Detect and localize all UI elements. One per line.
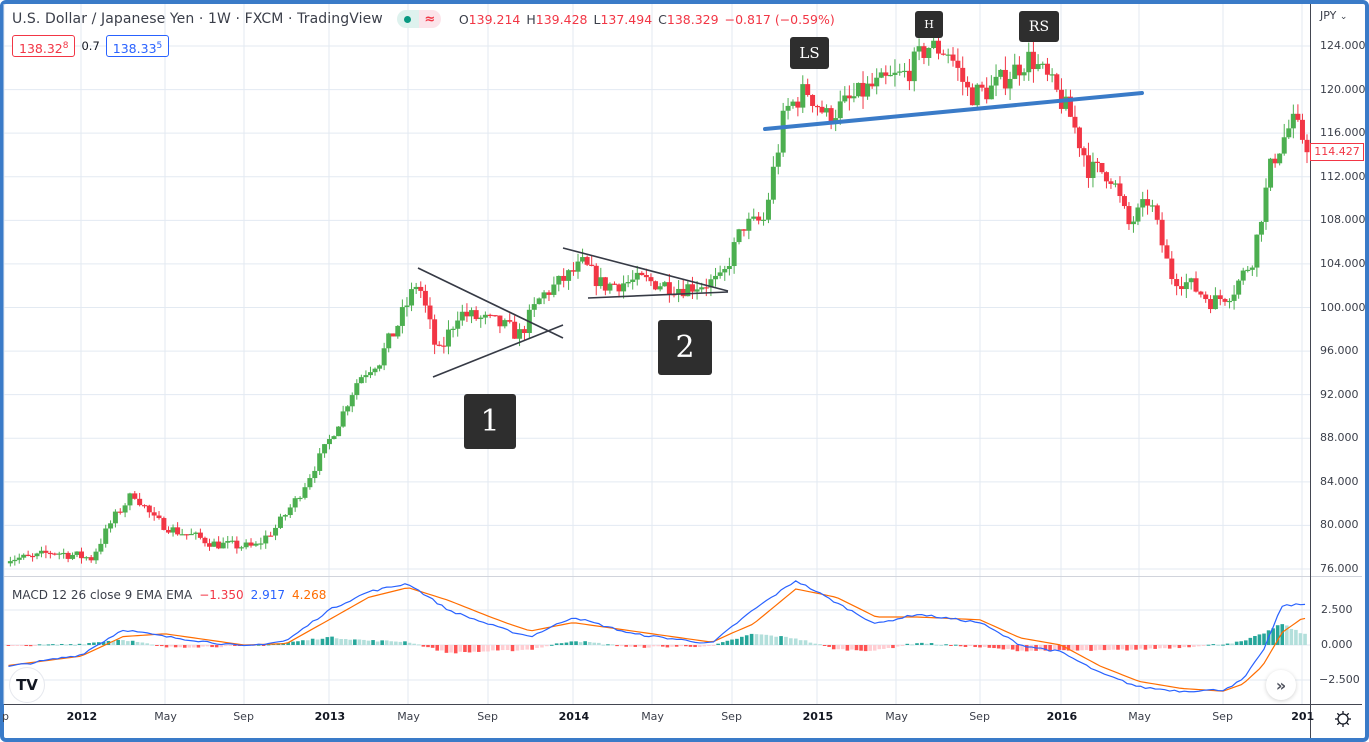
price-tick: 112.000 <box>1320 169 1366 183</box>
right-shoulder-label[interactable]: RS <box>1019 11 1059 42</box>
macd-histogram-value: −1.350 <box>199 588 244 602</box>
time-tick: 2016 <box>1046 710 1078 723</box>
macd-signal-line <box>8 587 1306 692</box>
price-tick: 120.000 <box>1320 82 1366 96</box>
double-chevron-right-icon: » <box>1275 675 1287 695</box>
price-tick: 76.000 <box>1320 562 1359 575</box>
pattern-trendlines <box>417 247 729 378</box>
macd-line <box>8 580 1306 693</box>
time-tick: 201 <box>1291 710 1315 723</box>
time-tick: Sep <box>969 710 990 723</box>
sell-price: 138.32 <box>19 41 63 57</box>
price-tick: 80.000 <box>1320 518 1359 532</box>
time-tick: May <box>397 710 420 723</box>
time-tick: May <box>1128 710 1151 723</box>
time-tick: May <box>885 710 908 723</box>
open-label: O <box>458 11 469 27</box>
time-tick: May <box>641 710 664 723</box>
left-shoulder-label[interactable]: LS <box>790 37 829 69</box>
tradingview-logo-icon[interactable]: TV <box>10 668 44 702</box>
gear-icon <box>1335 711 1351 727</box>
symbol-legend: U.S. Dollar / Japanese Yen · 1W · FXCM ·… <box>12 10 835 28</box>
low-label: L <box>593 11 601 27</box>
price-tick: 96.000 <box>1320 344 1359 358</box>
macd-tick: 0.000 <box>1321 638 1353 651</box>
close-label: C <box>658 11 667 27</box>
market-status-pill[interactable]: ≈ <box>396 10 441 28</box>
macd-signal-value: 4.268 <box>292 588 327 602</box>
currency-label: JPY <box>1320 9 1337 22</box>
buy-price-pip: 5 <box>156 41 163 51</box>
price-tick: 104.000 <box>1320 256 1366 270</box>
macd-tick: 2.500 <box>1321 603 1353 616</box>
change-value: −0.817 (−0.59%) <box>724 11 835 27</box>
trade-buttons: 138.328 0.7 138.335 <box>12 35 170 57</box>
spread-value: 0.7 <box>81 39 100 53</box>
last-price-label: 114.427 <box>1310 143 1364 161</box>
time-tick: 2013 <box>314 710 346 723</box>
scroll-to-realtime-button[interactable]: » <box>1266 670 1296 700</box>
market-open-dot-icon <box>396 10 419 28</box>
close-value: 138.329 <box>666 11 719 27</box>
pattern-2-label[interactable]: 2 <box>658 320 712 375</box>
time-tick: May <box>154 710 177 723</box>
candles <box>7 29 1310 567</box>
price-tick: 116.000 <box>1320 126 1366 140</box>
macd-indicator-title[interactable]: MACD 12 26 close 9 EMA EMA <box>12 588 193 602</box>
symbol-title[interactable]: U.S. Dollar / Japanese Yen · 1W · FXCM ·… <box>12 11 383 27</box>
approx-wave-icon: ≈ <box>418 10 441 28</box>
time-tick: Sep <box>477 710 498 723</box>
time-tick: Sep <box>1212 710 1233 723</box>
time-tick: 2014 <box>558 710 590 723</box>
settings-button[interactable] <box>1332 708 1354 730</box>
price-tick: 92.000 <box>1320 387 1359 401</box>
logo-text: TV <box>16 676 38 694</box>
price-tick: 100.000 <box>1320 300 1366 314</box>
time-tick: Sep <box>233 710 254 723</box>
time-tick: p <box>2 710 9 723</box>
sell-price-pip: 8 <box>62 41 69 51</box>
price-tick: 124.000 <box>1320 39 1366 52</box>
time-tick: 2012 <box>66 710 98 723</box>
ohlc-values: O139.214 H139.428 L137.494 C138.329 −0.8… <box>459 12 835 27</box>
pattern-1-label[interactable]: 1 <box>464 394 516 449</box>
low-value: 137.494 <box>600 11 653 27</box>
price-tick: 108.000 <box>1320 213 1366 227</box>
macd-line-value: 2.917 <box>250 588 286 602</box>
sell-button[interactable]: 138.328 <box>12 35 76 57</box>
neckline <box>763 91 1144 131</box>
grid <box>3 4 1310 704</box>
price-tick: 84.000 <box>1320 474 1359 488</box>
high-label: H <box>526 11 536 27</box>
time-tick: 2015 <box>802 710 834 723</box>
macd-histogram <box>6 624 1307 654</box>
macd-legend: MACD 12 26 close 9 EMA EMA −1.350 2.917 … <box>12 588 326 602</box>
high-value: 139.428 <box>535 11 588 27</box>
head-label[interactable]: H <box>915 11 943 38</box>
macd-tick: −2.500 <box>1319 673 1360 686</box>
currency-selector[interactable]: JPY ⌄ <box>1320 9 1347 22</box>
price-tick: 88.000 <box>1320 431 1359 445</box>
buy-button[interactable]: 138.335 <box>105 35 170 57</box>
chevron-down-icon: ⌄ <box>1339 12 1348 22</box>
time-tick: Sep <box>721 710 742 723</box>
open-value: 139.214 <box>468 11 521 27</box>
buy-price: 138.33 <box>112 41 157 57</box>
